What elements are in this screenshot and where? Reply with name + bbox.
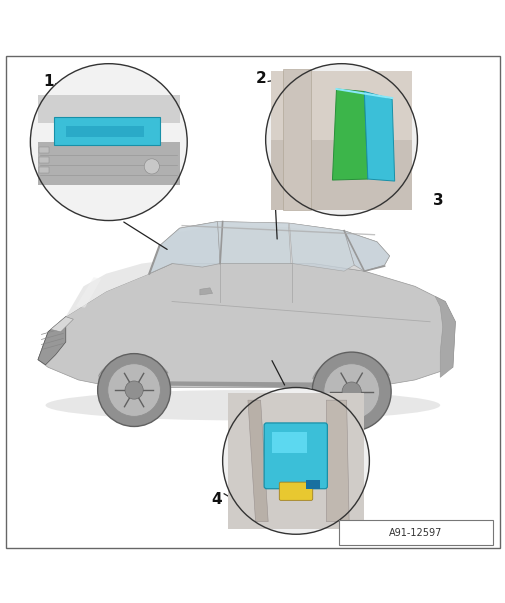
Text: 1: 1 xyxy=(43,74,54,89)
Text: 2: 2 xyxy=(255,71,266,86)
Circle shape xyxy=(312,352,390,431)
Polygon shape xyxy=(217,221,290,264)
Bar xyxy=(54,117,160,145)
Polygon shape xyxy=(179,221,328,233)
Circle shape xyxy=(323,364,379,420)
FancyBboxPatch shape xyxy=(264,423,327,488)
Bar xyxy=(283,69,311,210)
FancyBboxPatch shape xyxy=(279,482,312,500)
Circle shape xyxy=(30,64,187,221)
Polygon shape xyxy=(76,277,101,308)
Circle shape xyxy=(265,64,417,215)
Polygon shape xyxy=(343,231,389,271)
Polygon shape xyxy=(38,317,66,365)
Circle shape xyxy=(144,159,159,174)
Bar xyxy=(39,168,48,174)
Bar xyxy=(338,520,492,545)
Bar xyxy=(39,147,48,153)
Ellipse shape xyxy=(45,390,439,420)
Bar xyxy=(270,71,412,142)
Polygon shape xyxy=(149,221,220,274)
Bar xyxy=(271,432,307,453)
Polygon shape xyxy=(50,317,73,332)
Bar xyxy=(38,142,179,185)
Text: 3: 3 xyxy=(432,193,442,208)
Bar xyxy=(38,95,179,123)
Bar xyxy=(270,139,412,210)
Polygon shape xyxy=(289,223,353,271)
Bar xyxy=(306,479,320,488)
Polygon shape xyxy=(332,89,367,180)
Polygon shape xyxy=(149,221,389,274)
Text: A91-12597: A91-12597 xyxy=(388,528,442,538)
Polygon shape xyxy=(364,92,394,181)
Polygon shape xyxy=(66,260,172,317)
Text: 4: 4 xyxy=(211,493,222,507)
Polygon shape xyxy=(434,297,454,377)
Polygon shape xyxy=(326,400,348,522)
Circle shape xyxy=(341,382,361,401)
Polygon shape xyxy=(199,288,212,295)
Circle shape xyxy=(125,381,143,399)
Polygon shape xyxy=(247,400,268,522)
Bar xyxy=(39,157,48,163)
Bar xyxy=(227,393,364,529)
Polygon shape xyxy=(38,264,455,388)
Circle shape xyxy=(97,353,170,426)
Circle shape xyxy=(108,364,160,416)
Polygon shape xyxy=(98,376,343,388)
Bar xyxy=(66,126,144,137)
Circle shape xyxy=(222,388,369,534)
